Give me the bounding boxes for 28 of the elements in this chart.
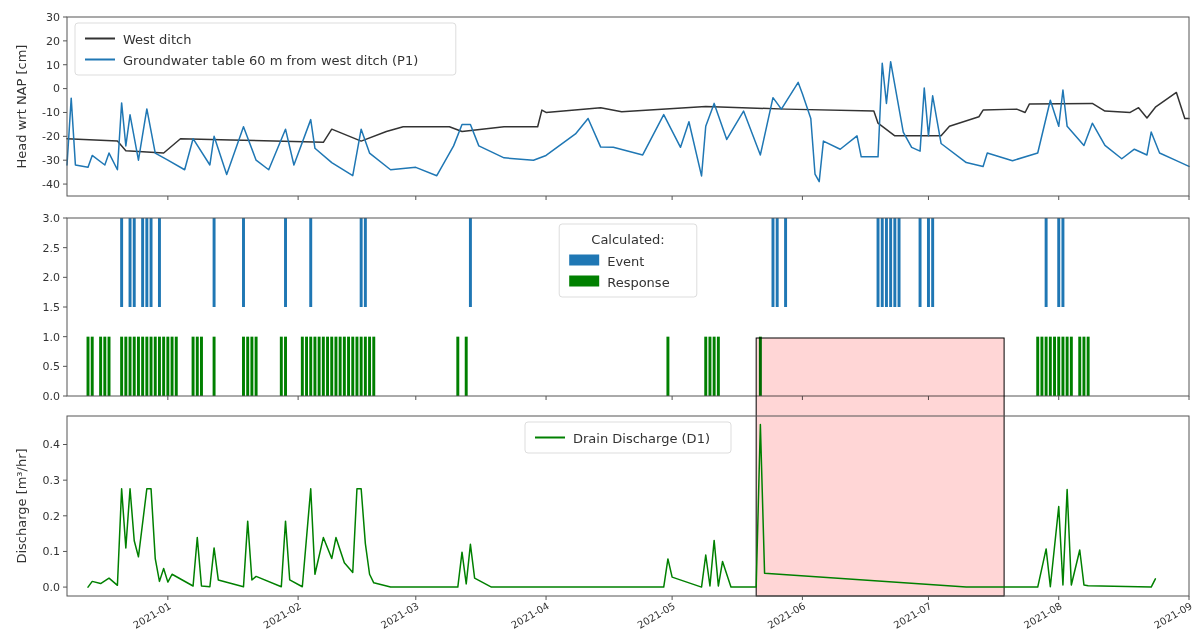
y-tick-label: 2.5: [42, 241, 60, 255]
y-tick-label: 0.5: [42, 360, 60, 374]
legend-label: West ditch: [123, 31, 192, 47]
y-tick-label: 2.0: [42, 271, 60, 285]
y-tick-label: 0.4: [42, 438, 60, 452]
y-tick-label: 20: [46, 34, 60, 48]
legend-label: Drain Discharge (D1): [573, 430, 710, 446]
legend-title: Calculated:: [591, 231, 665, 247]
y-tick-label: -20: [42, 130, 60, 144]
y-tick-label: 0.2: [42, 509, 60, 523]
y-tick-label: 0.0: [42, 389, 60, 403]
y-tick-label: 1.0: [42, 330, 60, 344]
legend-label: Groundwater table 60 m from west ditch (P1): [123, 52, 419, 68]
legend-label: Response: [607, 274, 670, 290]
y-tick-label: -10: [42, 106, 60, 120]
y-axis-title: Discharge [m³/hr]: [14, 448, 29, 564]
y-tick-label: 1.5: [42, 300, 60, 314]
y-tick-label: 0: [53, 82, 60, 96]
y-tick-label: 3.0: [42, 211, 60, 225]
y-tick-label: 30: [46, 10, 60, 24]
y-tick-label: -40: [42, 177, 60, 191]
legend-label: Event: [607, 253, 645, 269]
y-tick-label: 0.3: [42, 474, 60, 488]
y-tick-label: 10: [46, 58, 60, 72]
y-tick-label: 0.1: [42, 545, 60, 559]
y-axis-title: Head wrt NAP [cm]: [14, 44, 29, 169]
y-tick-label: 0.0: [42, 580, 60, 594]
y-tick-label: -30: [42, 154, 60, 168]
